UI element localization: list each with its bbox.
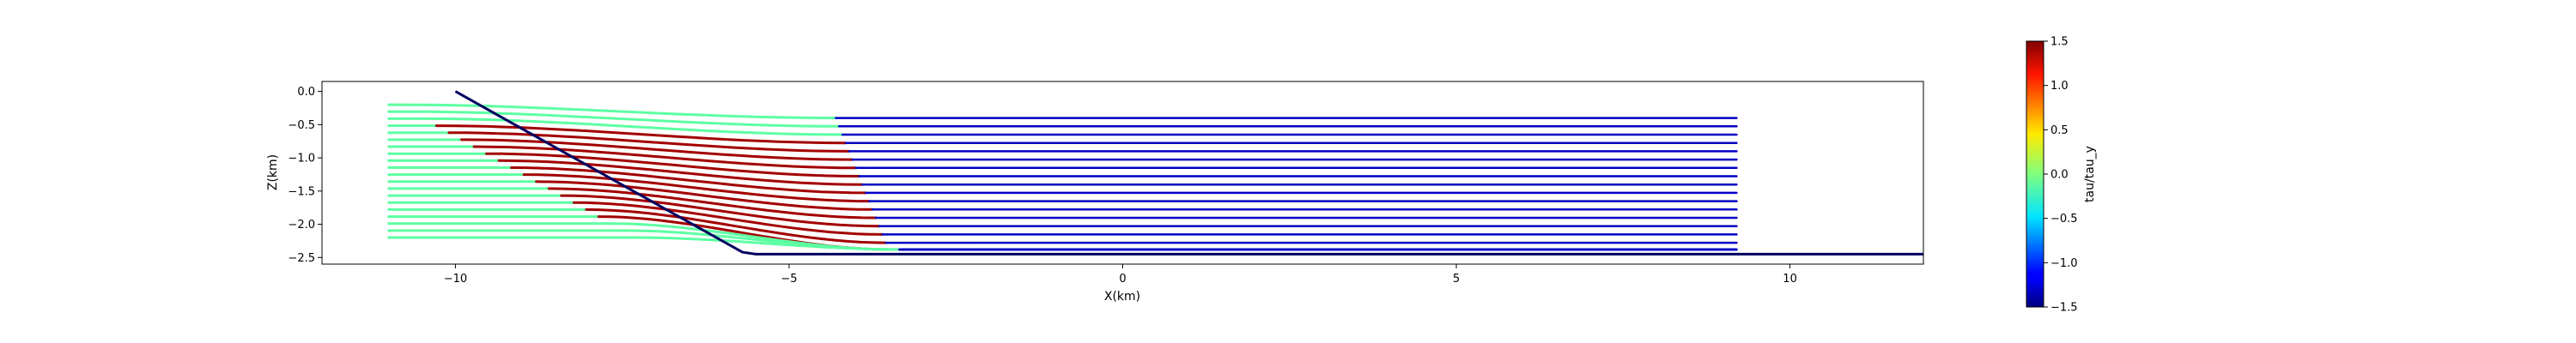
streamline-deformation [510, 166, 867, 195]
colorbar-tick-label: 0.0 [2050, 169, 2069, 182]
colorbar-label: tau/tau_y [2083, 146, 2097, 202]
streamline-deformation [497, 159, 864, 186]
y-tick-label: −1.0 [288, 153, 315, 165]
streamlines [387, 103, 1738, 251]
streamline-deformation [560, 194, 881, 228]
colorbar-tick-label: 1.5 [2050, 36, 2069, 49]
streamline-deformation [410, 110, 841, 128]
colorbar-tick-label: −1.0 [2050, 257, 2078, 270]
x-tick-label: −10 [444, 273, 467, 286]
colorbar-tick-label: 1.0 [2050, 80, 2069, 93]
streamline-deformation [447, 131, 851, 153]
streamline-deformation [522, 173, 871, 203]
y-tick-label: −1.5 [288, 185, 315, 198]
y-tick-label: −0.5 [288, 119, 315, 132]
streamline-deformation [572, 201, 884, 236]
streamline-deformation [422, 117, 844, 136]
x-axis-label: X(km) [1104, 290, 1140, 304]
streamline-deformation [535, 180, 874, 211]
colorbar-tick-label: −0.5 [2050, 213, 2078, 226]
x-tick-label: 5 [1453, 273, 1460, 286]
streamline-deformation [585, 208, 888, 244]
streamline-deformation [472, 145, 858, 170]
colorbar: 1.5 1.0 0.5 0.0 −0.5 −1.0 −1.5 tau/tau_y [2026, 36, 2097, 315]
streamline-deformation [635, 236, 901, 251]
streamline-deformation [485, 152, 861, 178]
colorbar-tick-label: −1.5 [2050, 302, 2078, 315]
plot-area: −10 −5 0 5 10 0.0−0.5−1.0−1.5−2.0−2.5 X(km) … [266, 81, 1924, 304]
x-tick-label: 10 [1783, 273, 1797, 286]
streamline-deformation [460, 138, 854, 161]
x-tick-label: −5 [781, 273, 797, 286]
streamline-deformation [547, 187, 878, 220]
y-axis-ticks: 0.0 −0.5 −1.0 −1.5 −2.0 −2.5 [288, 86, 322, 265]
y-axis-label: Z(km) [266, 154, 280, 190]
y-tick-label: 0.0 [297, 86, 315, 99]
colorbar-ticks: 1.5 1.0 0.5 0.0 −0.5 −1.0 −1.5 [2044, 36, 2078, 315]
streamline-deformation [434, 124, 848, 145]
y-tick-label: −2.0 [288, 219, 315, 232]
ramp-boundary-line [454, 90, 1923, 256]
x-axis-ticks: −10 −5 0 5 10 [444, 264, 1797, 286]
colorbar-tick-label: 0.5 [2050, 124, 2069, 137]
y-tick-label: −2.5 [288, 252, 315, 265]
x-tick-label: 0 [1119, 273, 1126, 286]
colorbar-gradient [2026, 40, 2044, 308]
streamline-deformation [398, 103, 837, 120]
